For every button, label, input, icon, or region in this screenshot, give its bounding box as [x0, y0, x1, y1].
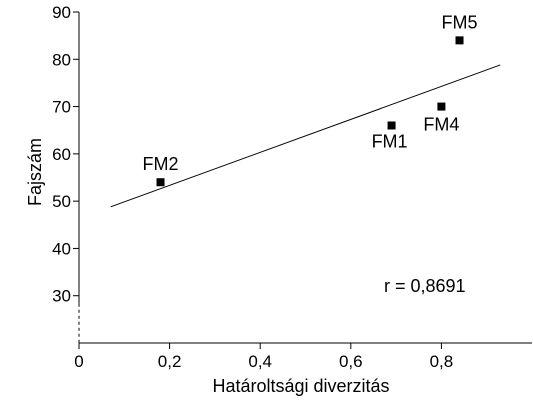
data-point: [437, 102, 446, 111]
y-tick-label: 30: [52, 287, 71, 306]
data-point: [455, 36, 464, 45]
point-labels: FM2 FM1 FM4 FM5: [143, 12, 478, 174]
x-tick-label: 0,6: [339, 352, 363, 371]
data-point: [156, 178, 165, 187]
y-axis-label: Fajszám: [25, 138, 45, 206]
axes: [78, 12, 532, 344]
y-tick-label: 50: [52, 192, 71, 211]
point-label: FM1: [372, 131, 408, 151]
point-label: FM4: [423, 115, 459, 135]
x-ticks: 0 0,2 0,4 0,6 0,8: [74, 343, 453, 371]
y-tick-label: 80: [52, 50, 71, 69]
correlation-annotation: r = 0,8691: [384, 276, 466, 296]
x-tick-label: 0,4: [248, 352, 272, 371]
x-tick-label: 0,2: [158, 352, 182, 371]
y-tick-label: 40: [52, 239, 71, 258]
data-points: [156, 36, 464, 187]
y-tick-label: 70: [52, 98, 71, 117]
x-tick-label: 0,8: [430, 352, 454, 371]
point-label: FM5: [442, 12, 478, 32]
point-label: FM2: [143, 154, 179, 174]
x-tick-label: 0: [74, 352, 83, 371]
y-ticks: 30 40 50 60 70 80 90: [52, 3, 79, 306]
data-point: [387, 121, 396, 130]
y-tick-label: 90: [52, 3, 71, 22]
x-axis-label: Határoltsági diverzitás: [212, 376, 389, 396]
y-tick-label: 60: [52, 145, 71, 164]
trendline: [110, 64, 501, 208]
